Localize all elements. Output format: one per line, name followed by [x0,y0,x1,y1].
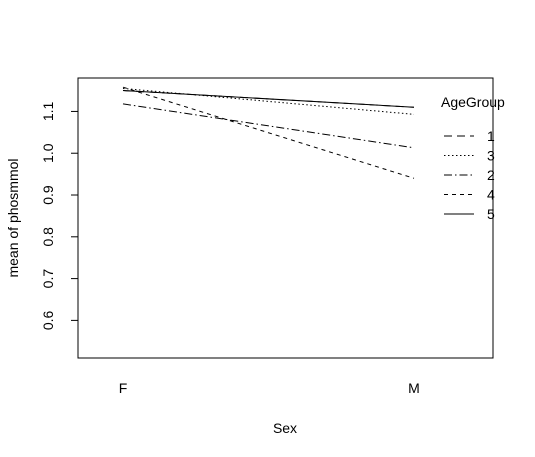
y-tick-label: 0.9 [40,185,56,205]
y-tick-label: 1.0 [40,143,56,163]
legend-label-5: 5 [487,206,495,222]
series-line-agegroup-5 [123,91,414,108]
series-line-agegroup-4 [123,87,414,178]
legend-label-1: 1 [487,128,495,144]
y-axis-label: mean of phosmmol [5,158,21,277]
series-line-agegroup-3 [123,88,414,114]
y-tick-label: 0.7 [40,269,56,289]
legend-label-4: 4 [487,187,495,203]
legend-label-3: 3 [487,148,495,164]
legend-label-2: 2 [487,167,495,183]
legend-title: AgeGroup [441,94,505,110]
x-tick-label: M [408,380,420,396]
x-axis-label: Sex [273,420,297,436]
y-tick-label: 1.1 [40,101,56,121]
plot-frame [78,78,493,358]
y-tick-label: 0.6 [40,310,56,330]
x-tick-label: F [119,380,128,396]
y-axis: 0.6 0.7 0.8 0.9 1.0 1.1 [40,101,78,330]
series-lines [123,87,414,178]
y-tick-label: 0.8 [40,227,56,247]
legend: AgeGroup 1 3 2 4 5 [441,94,505,222]
